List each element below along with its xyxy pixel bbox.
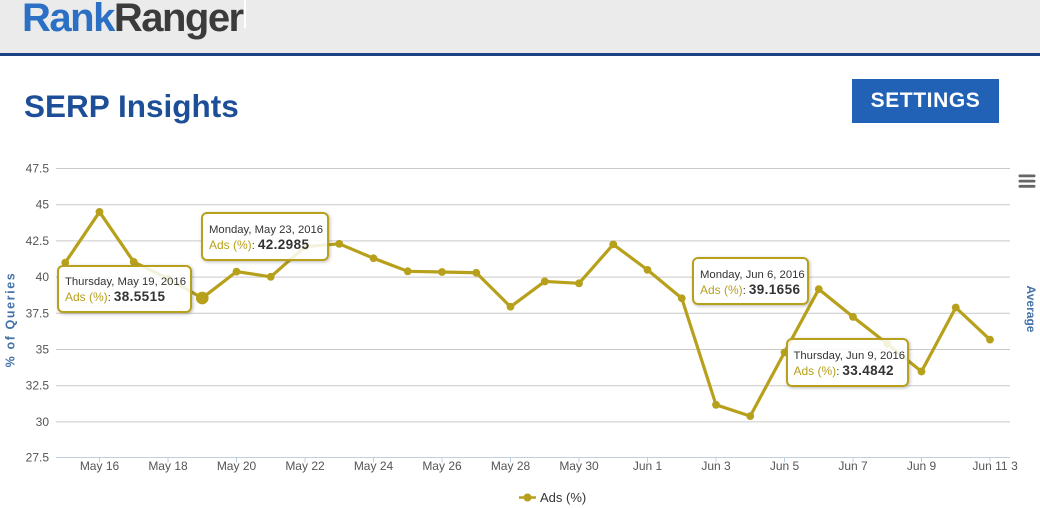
svg-text:Jun 1: Jun 1 — [633, 459, 663, 473]
svg-text:27.5: 27.5 — [26, 451, 50, 465]
svg-text:32.5: 32.5 — [26, 379, 50, 393]
svg-text:Average: Average — [1024, 286, 1038, 333]
svg-text:May 16: May 16 — [80, 459, 120, 473]
svg-text:3: 3 — [1011, 459, 1018, 473]
svg-text:35: 35 — [36, 343, 50, 357]
svg-text:Jun 5: Jun 5 — [770, 459, 800, 473]
svg-text:Jun 3: Jun 3 — [701, 459, 731, 473]
svg-text:May 20: May 20 — [217, 459, 257, 473]
svg-text:37.5: 37.5 — [26, 306, 50, 320]
svg-text:May 30: May 30 — [559, 459, 599, 473]
svg-text:47.5: 47.5 — [26, 162, 50, 176]
svg-text:May 24: May 24 — [354, 459, 394, 473]
svg-text:Jun 11: Jun 11 — [972, 459, 1007, 473]
svg-text:Jun 9: Jun 9 — [907, 459, 937, 473]
svg-text:30: 30 — [36, 415, 50, 429]
svg-text:May 18: May 18 — [148, 459, 188, 473]
svg-text:May 22: May 22 — [285, 459, 325, 473]
svg-text:Jun 7: Jun 7 — [838, 459, 868, 473]
svg-text:40: 40 — [36, 270, 50, 284]
svg-text:45: 45 — [36, 198, 50, 212]
svg-text:May 26: May 26 — [422, 459, 462, 473]
svg-text:% of Queries: % of Queries — [4, 272, 18, 368]
svg-text:42.5: 42.5 — [26, 234, 50, 248]
svg-text:May 28: May 28 — [491, 459, 531, 473]
